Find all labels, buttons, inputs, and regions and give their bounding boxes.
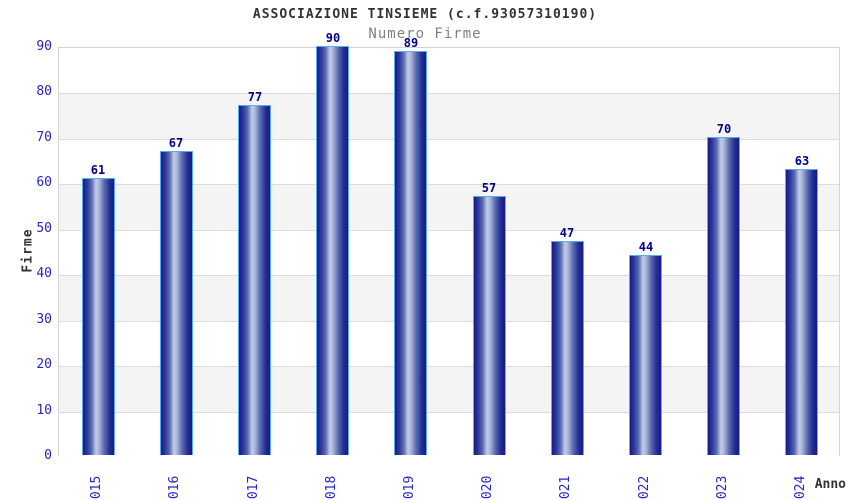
- background-band: [59, 93, 839, 139]
- x-tick-label: 2015: [89, 475, 104, 500]
- bar-2024: [785, 169, 818, 455]
- bar-2023: [707, 137, 740, 455]
- bar-2017: [238, 105, 271, 455]
- x-tick-label: 2016: [167, 475, 182, 500]
- gridline: [59, 275, 839, 277]
- gridline: [59, 411, 839, 413]
- bar-value-label: 89: [403, 36, 419, 50]
- x-tick-label: 2020: [480, 475, 495, 500]
- x-tick-label: 2024: [793, 475, 808, 500]
- y-tick-label: 90: [36, 39, 52, 54]
- bar-2021: [551, 241, 584, 455]
- bar-2015: [82, 178, 115, 455]
- bar-2018: [316, 46, 349, 455]
- x-axis-title: Anno: [814, 477, 846, 492]
- bar-value-label: 63: [794, 154, 810, 168]
- x-tick-label: 2019: [402, 475, 417, 500]
- y-tick-label: 30: [36, 312, 52, 327]
- bar-value-label: 77: [247, 90, 263, 104]
- y-tick-label: 50: [36, 221, 52, 236]
- gridline: [59, 366, 839, 368]
- y-tick-label: 80: [36, 84, 52, 99]
- x-tick-label: 2023: [715, 475, 730, 500]
- y-tick-label: 10: [36, 403, 52, 418]
- bar-2020: [473, 196, 506, 455]
- x-tick-label: 2018: [324, 475, 339, 500]
- bar-value-label: 44: [638, 240, 654, 254]
- chart-subtitle: Numero Firme: [368, 26, 482, 42]
- gridline: [59, 320, 839, 322]
- bar-2019: [394, 51, 427, 455]
- y-tick-label: 20: [36, 357, 52, 372]
- x-tick-label: 2017: [246, 475, 261, 500]
- y-tick-label: 70: [36, 130, 52, 145]
- y-tick-label: 40: [36, 266, 52, 281]
- background-band: [59, 48, 839, 94]
- x-tick-label: 2021: [558, 475, 573, 500]
- y-axis-title: Firme: [20, 228, 36, 273]
- bar-value-label: 47: [559, 226, 575, 240]
- bar-value-label: 57: [481, 181, 497, 195]
- gridline: [59, 138, 839, 140]
- y-tick-label: 60: [36, 175, 52, 190]
- bar-value-label: 61: [90, 163, 106, 177]
- bar-value-label: 67: [168, 136, 184, 150]
- gridline: [59, 184, 839, 186]
- bar-2016: [160, 151, 193, 455]
- gridline: [59, 93, 839, 95]
- gridline: [59, 229, 839, 231]
- x-tick-label: 2022: [637, 475, 652, 500]
- bar-value-label: 90: [325, 31, 341, 45]
- chart-title: ASSOCIAZIONE TINSIEME (c.f.93057310190): [252, 7, 598, 22]
- bar-2022: [629, 255, 662, 455]
- bar-value-label: 70: [716, 122, 732, 136]
- plot-area: 61 67 77 90 89 57 47 44 70 63: [58, 31, 840, 457]
- y-tick-label: 0: [44, 448, 52, 463]
